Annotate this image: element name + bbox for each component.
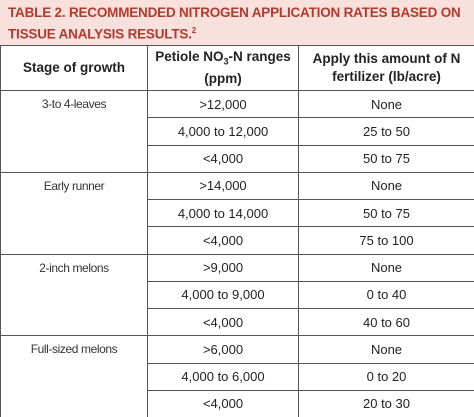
table-row: 4,000 to 12,000 25 to 50 (1, 117, 474, 146)
table-row: 2-inch melons >9,000 None (0, 253, 474, 337)
table-row: <4,000 20 to 30 (1, 389, 474, 417)
header-text: Petiole NO (155, 48, 224, 64)
amount-cell: None (298, 253, 474, 282)
amount-cell: 25 to 50 (298, 117, 474, 146)
table-row: 4,000 to 6,000 0 to 20 (1, 362, 474, 391)
stage-cell: Full-sized melons (0, 335, 148, 417)
range-cell: 4,000 to 12,000 (147, 117, 299, 146)
table-title: TABLE 2. RECOMMENDED NITROGEN APPLICATIO… (0, 0, 474, 45)
amount-cell: 20 to 30 (298, 389, 474, 417)
amount-cell: 40 to 60 (298, 307, 474, 337)
table-row: <4,000 40 to 60 (1, 307, 474, 337)
range-cell: 4,000 to 14,000 (147, 198, 299, 228)
header-cell: Petiole NO3-N ranges (ppm) (147, 45, 299, 91)
range-cell: >9,000 (147, 253, 299, 282)
amount-cell: 50 to 75 (298, 198, 474, 228)
table-row: <4,000 75 to 100 (1, 226, 474, 255)
table-row: 4,000 to 9,000 0 to 40 (1, 280, 474, 310)
stage-cell: Early runner (0, 171, 148, 255)
table-row: Full-sized melons >6,000 None (0, 335, 474, 417)
amount-cell: None (298, 335, 474, 364)
table: Stage of growth Petiole NO3-N ranges (pp… (0, 45, 474, 417)
amount-cell: 0 to 20 (298, 362, 474, 391)
range-cell: >6,000 (147, 335, 299, 364)
range-cell: >12,000 (147, 89, 299, 119)
table-row: <4,000 50 to 75 (1, 144, 474, 173)
header-cell: Stage of growth (0, 45, 148, 91)
amount-cell: 50 to 75 (298, 144, 474, 173)
table-row: Early runner >14,000 None (0, 171, 474, 255)
table-row: 4,000 to 14,000 50 to 75 (1, 198, 474, 228)
stage-cell: 3-to 4-leaves (0, 90, 148, 173)
amount-cell: None (298, 171, 474, 201)
table-row: 3-to 4-leaves >12,000 None (0, 89, 474, 173)
amount-cell: 0 to 40 (298, 280, 474, 310)
header-row: Stage of growth Petiole NO3-N ranges (pp… (0, 45, 474, 91)
title-text: TABLE 2. RECOMMENDED NITROGEN APPLICATIO… (8, 5, 461, 42)
range-cell: 4,000 to 6,000 (147, 362, 299, 391)
header-cell: Apply this amount of N fertilizer (lb/ac… (298, 45, 474, 91)
amount-cell: None (298, 89, 474, 119)
range-cell: <4,000 (147, 226, 299, 255)
range-cell: 4,000 to 9,000 (147, 280, 299, 310)
title-footnote: 2 (191, 26, 196, 35)
header-text: -N ranges (ppm) (204, 48, 291, 87)
table-body: 3-to 4-leaves >12,000 None 4,000 to 12,000 2… (0, 89, 474, 417)
stage-cell: 2-inch melons (0, 253, 148, 337)
range-cell: <4,000 (147, 144, 299, 173)
range-cell: >14,000 (147, 171, 299, 201)
amount-cell: 75 to 100 (298, 226, 474, 255)
header-subscript: 3 (223, 56, 229, 67)
range-cell: <4,000 (147, 389, 299, 417)
range-cell: <4,000 (147, 307, 299, 337)
